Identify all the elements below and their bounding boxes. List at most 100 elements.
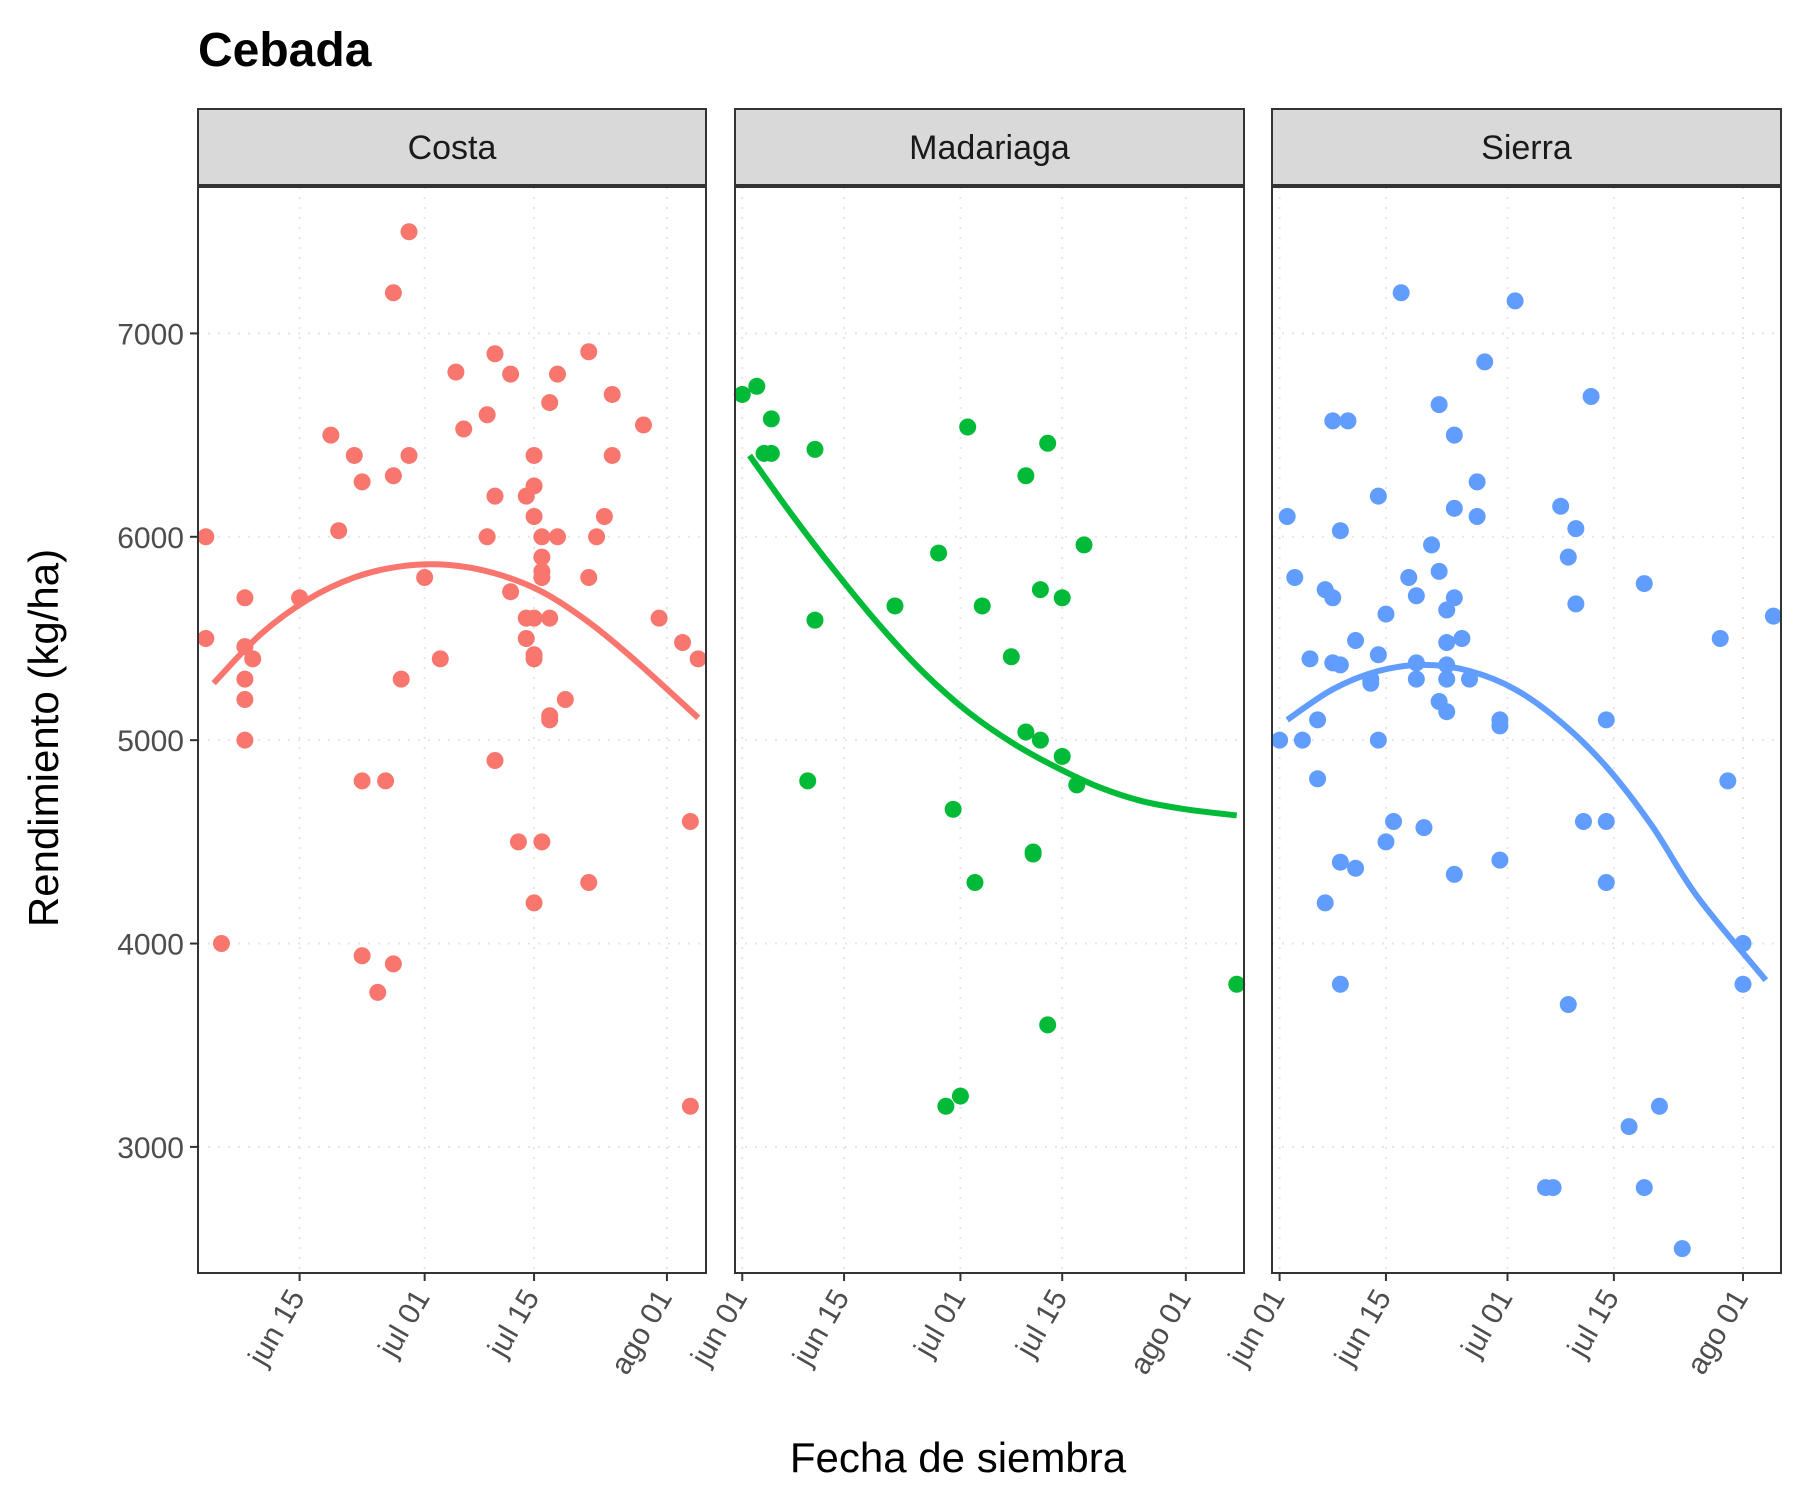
- x-axis: jun 01 jun 15 jul 01 jul 15 ago 01: [684, 1273, 1198, 1380]
- data-point: [1293, 731, 1311, 749]
- data-point: [1491, 851, 1509, 869]
- facet-strip: [197, 108, 707, 186]
- data-points: [733, 377, 1246, 1115]
- facet-strip-label: Madariaga: [909, 129, 1070, 167]
- data-point: [322, 426, 340, 444]
- data-point: [1567, 520, 1585, 538]
- data-point: [1331, 522, 1349, 540]
- data-point: [330, 522, 348, 540]
- data-point: [1053, 747, 1071, 765]
- facet-strip: [1271, 108, 1782, 186]
- data-point: [1316, 894, 1334, 912]
- data-point: [1002, 648, 1020, 666]
- facet-strip-label: Costa: [408, 129, 497, 167]
- gridlines: [1272, 187, 1781, 1273]
- data-point: [937, 1097, 955, 1115]
- data-point: [1309, 711, 1327, 729]
- data-point: [236, 670, 254, 688]
- data-point: [1278, 507, 1296, 525]
- data-point: [1377, 605, 1395, 623]
- data-point: [533, 528, 551, 546]
- data-point: [806, 611, 824, 629]
- data-point: [762, 410, 780, 428]
- data-point: [1582, 387, 1600, 405]
- data-point: [1438, 670, 1456, 688]
- data-point: [1347, 859, 1365, 877]
- panel-border: [1271, 186, 1782, 1274]
- data-point: [502, 583, 520, 601]
- data-point: [556, 690, 574, 708]
- y-tick-label: 3000: [117, 1132, 184, 1165]
- data-point: [533, 833, 551, 851]
- data-point: [1711, 629, 1729, 647]
- data-point: [1635, 1179, 1653, 1197]
- data-point: [353, 473, 371, 491]
- data-point: [951, 1087, 969, 1105]
- data-point: [197, 629, 215, 647]
- data-point: [1017, 723, 1035, 741]
- facet-panel-madariaga: Madariaga jun 01 jun 15 jul 01 jul 15 ago 01: [684, 108, 1246, 1380]
- data-point: [486, 345, 504, 363]
- data-point: [944, 800, 962, 818]
- data-point: [1075, 536, 1093, 554]
- data-point: [1407, 670, 1425, 688]
- data-point: [1039, 434, 1057, 452]
- data-point: [525, 650, 543, 668]
- y-tick-label: 6000: [117, 522, 184, 555]
- data-point: [541, 394, 559, 412]
- panel-border: [734, 186, 1245, 1274]
- data-point: [1331, 656, 1349, 674]
- data-point: [478, 528, 496, 546]
- data-point: [197, 528, 215, 546]
- data-point: [455, 420, 473, 438]
- data-point: [236, 589, 254, 607]
- data-point: [1559, 548, 1577, 566]
- data-point: [236, 731, 254, 749]
- data-point: [689, 650, 707, 668]
- y-axis: 3000 4000 5000 6000 7000: [117, 318, 198, 1165]
- data-point: [1053, 589, 1071, 607]
- x-tick-label: jun 01: [684, 1284, 754, 1372]
- data-point: [930, 544, 948, 562]
- data-point: [1445, 589, 1463, 607]
- data-point: [517, 629, 535, 647]
- data-point: [1031, 581, 1049, 599]
- data-point: [799, 772, 817, 790]
- data-point: [733, 385, 751, 403]
- x-tick-label: jul 15: [1009, 1284, 1074, 1363]
- data-point: [369, 983, 387, 1001]
- data-point: [1309, 770, 1327, 788]
- data-point: [580, 568, 598, 586]
- data-point: [1635, 575, 1653, 593]
- data-point: [1559, 996, 1577, 1014]
- data-point: [959, 418, 977, 436]
- y-axis-title: Rendimiento (kg/ha): [20, 549, 67, 927]
- y-tick-label: 5000: [117, 725, 184, 758]
- data-point: [549, 365, 567, 383]
- x-tick-label: jun 01: [1222, 1284, 1292, 1372]
- data-point: [384, 284, 402, 302]
- data-point: [1445, 426, 1463, 444]
- data-point: [1039, 1016, 1057, 1034]
- data-point: [1400, 568, 1418, 586]
- data-point: [244, 650, 262, 668]
- panel-border: [197, 186, 707, 1274]
- data-point: [525, 477, 543, 495]
- data-point: [353, 772, 371, 790]
- y-tick-label: 7000: [117, 318, 184, 351]
- x-tick-label: jun 15: [242, 1284, 312, 1372]
- data-point: [1650, 1097, 1668, 1115]
- data-point: [353, 947, 371, 965]
- data-point: [392, 670, 410, 688]
- facet-strip: [734, 108, 1245, 186]
- data-point: [1415, 819, 1433, 837]
- data-point: [1438, 634, 1456, 652]
- data-point: [1468, 473, 1486, 491]
- data-point: [1491, 717, 1509, 735]
- data-point: [1445, 865, 1463, 883]
- x-tick-label: jul 15: [481, 1284, 546, 1363]
- data-point: [431, 650, 449, 668]
- data-point: [1369, 731, 1387, 749]
- x-tick-label: jul 01: [1455, 1284, 1520, 1363]
